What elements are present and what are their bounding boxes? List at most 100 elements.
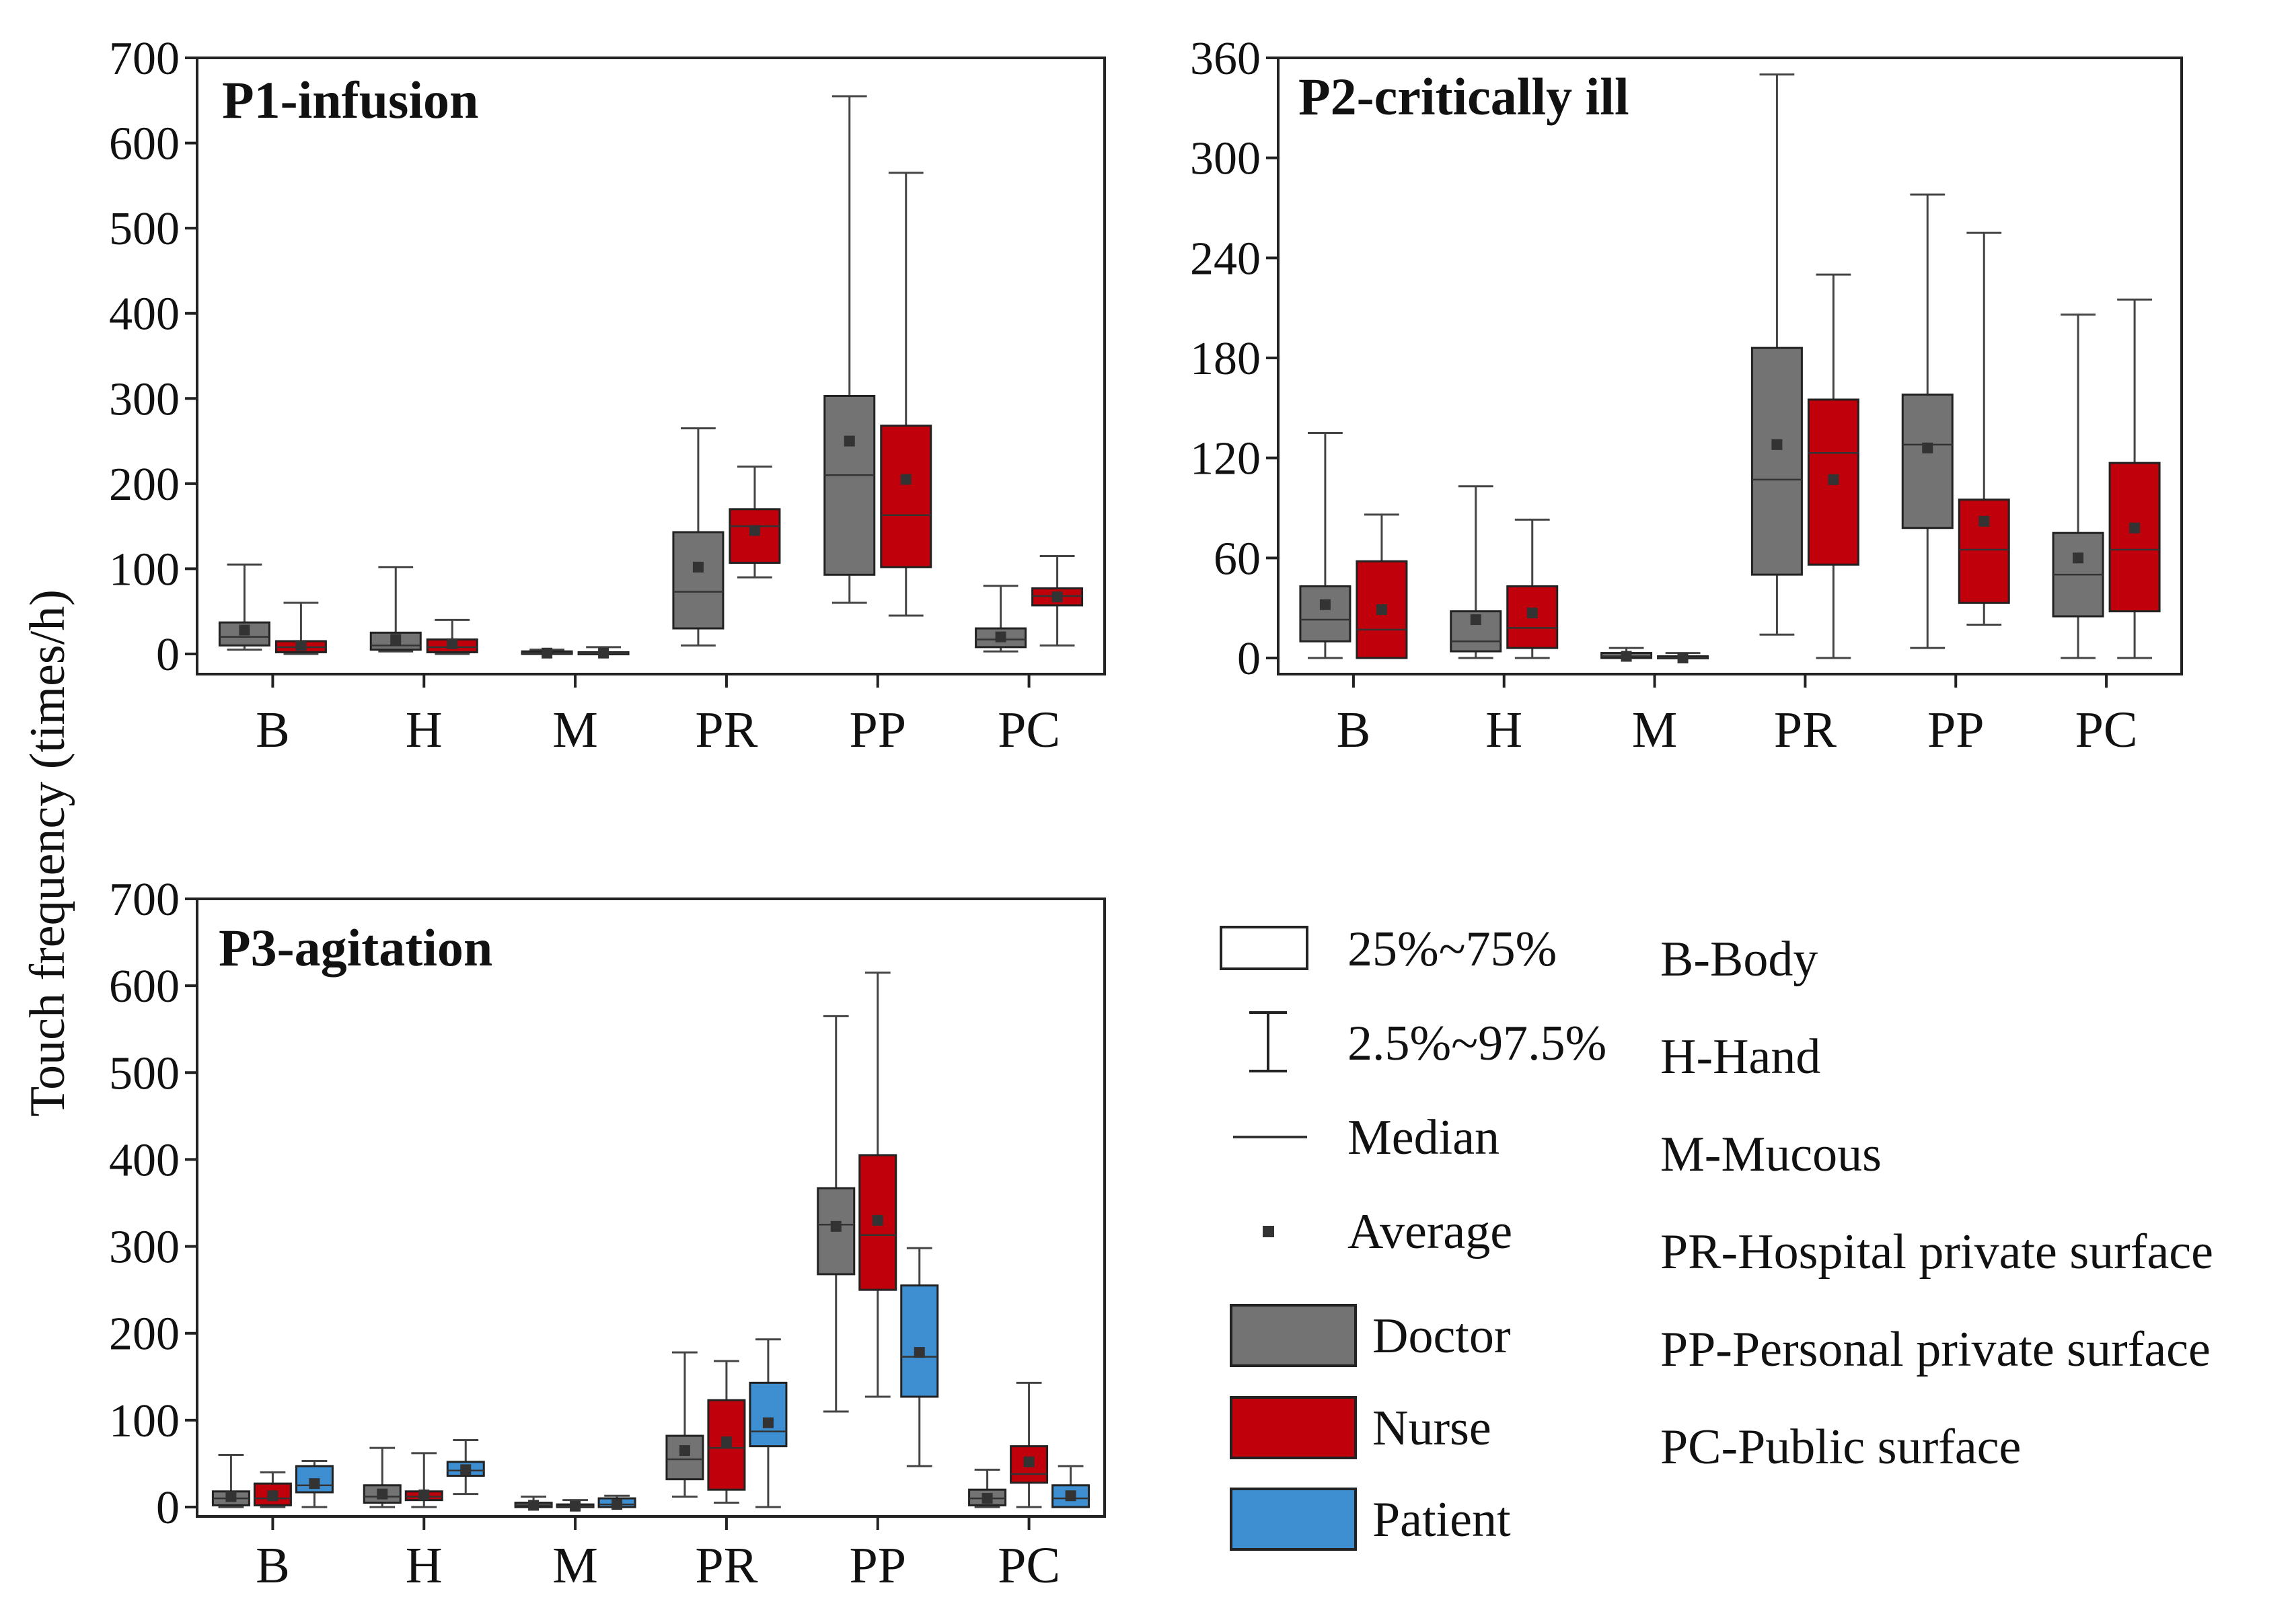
panel-title: P3-agitation — [219, 918, 492, 977]
y-tick-label: 0 — [1237, 633, 1261, 685]
mean-marker — [418, 1489, 430, 1500]
box-nurse-h — [426, 618, 478, 655]
legend: 25%~75% 2.5%~97.5% Median Average Doctor Nurs… — [1220, 922, 2213, 1551]
mean-marker — [447, 638, 458, 649]
y-tick-label: 200 — [109, 1309, 180, 1360]
plot-frame — [196, 897, 1106, 1518]
mean-marker — [1526, 608, 1538, 619]
x-tick-label: H — [1485, 702, 1522, 758]
series-doctor — [218, 95, 1027, 659]
box-doctor-pc — [968, 1468, 1007, 1508]
iqr-box — [253, 1482, 292, 1506]
mean-marker — [1065, 1490, 1076, 1502]
box-doctor-pr — [665, 1351, 704, 1498]
x-tick-label: PR — [695, 702, 757, 758]
mean-marker — [830, 1220, 842, 1232]
legend-label: Patient — [1372, 1492, 1511, 1547]
legend-item-box: 25%~75% — [1220, 922, 1557, 977]
mean-marker — [1470, 614, 1481, 626]
box-doctor-pp — [817, 1015, 856, 1413]
box-nurse-b — [1356, 513, 1408, 659]
iqr-box — [880, 425, 932, 569]
y-axis-label: Touch frequency (times/h) — [20, 589, 75, 1117]
x-tick-label: PR — [695, 1537, 757, 1594]
iqr-box — [749, 1381, 788, 1448]
y-tick-label: 360 — [1190, 33, 1261, 85]
mean-marker — [528, 1500, 540, 1511]
plot-frame — [196, 57, 1106, 675]
legend-abbreviation: PP-Personal private surface — [1660, 1322, 2211, 1377]
panel-3: 0 100 200 300 400 500 600 700 B H M PR PP PC P3-agitat… — [109, 874, 1106, 1594]
legend-label: Average — [1347, 1204, 1512, 1259]
legend-item-mean: Average — [1263, 1204, 1512, 1259]
legend-abbreviation: H-Hand — [1660, 1029, 1820, 1085]
box-nurse-b — [274, 601, 327, 655]
y-tick-label: 0 — [156, 1482, 180, 1534]
box-doctor-h — [363, 1446, 402, 1508]
box-doctor-pc — [2052, 314, 2104, 659]
box-doctor-b — [218, 563, 270, 651]
mean-marker — [679, 1445, 690, 1457]
y-tick-label: 100 — [109, 1395, 180, 1447]
box-patient-pc — [1051, 1465, 1090, 1508]
box-doctor-h — [1450, 485, 1502, 659]
legend-swatch — [1230, 1488, 1357, 1551]
x-tick-label: H — [406, 1537, 443, 1594]
box-patient-b — [295, 1460, 334, 1508]
y-tick-label: 240 — [1190, 233, 1261, 285]
box-patient-pp — [900, 1247, 939, 1467]
y-tick-label: 300 — [109, 373, 180, 425]
mean-marker — [692, 561, 704, 573]
mean-marker — [1376, 604, 1387, 616]
mean-marker — [377, 1488, 388, 1500]
box-nurse-pr — [1807, 273, 1859, 659]
x-tick-label: PC — [998, 1537, 1060, 1594]
box-doctor-b — [1299, 432, 1351, 659]
legend-item-patient: Patient — [1230, 1488, 1511, 1551]
mean-marker — [598, 647, 609, 659]
y-tick-label: 200 — [109, 459, 180, 511]
mean-marker — [295, 640, 307, 651]
box-nurse-b — [253, 1471, 292, 1508]
y-tick-label: 300 — [1190, 133, 1261, 185]
mean-marker — [267, 1490, 279, 1502]
mean-marker — [225, 1491, 237, 1502]
box-nurse-h — [1506, 518, 1559, 659]
box-doctor-m — [514, 1496, 553, 1511]
mean-marker — [995, 631, 1006, 643]
x-tick-label: PP — [849, 702, 906, 758]
y-tick-label: 500 — [109, 1048, 180, 1099]
iqr-box — [729, 508, 781, 564]
legend-item-whisker: 2.5%~97.5% — [1249, 1011, 1606, 1072]
iqr-box — [1750, 346, 1803, 576]
panel-title: P1-infusion — [222, 71, 478, 129]
y-tick-label: 400 — [109, 1134, 180, 1186]
legend-abbreviation: M-Mucous — [1660, 1127, 1882, 1182]
x-tick-label: PR — [1774, 702, 1837, 758]
legend-label: 2.5%~97.5% — [1347, 1016, 1606, 1071]
iqr-box — [900, 1284, 939, 1398]
mean-marker — [309, 1478, 320, 1490]
x-tick-label: M — [552, 1537, 598, 1594]
mean-marker — [460, 1464, 472, 1475]
mean-marker — [900, 474, 912, 485]
mean-marker — [1023, 1456, 1035, 1467]
legend-abbreviation: PR-Hospital private surface — [1660, 1224, 2213, 1280]
mean-marker — [749, 525, 760, 536]
y-tick-label: 700 — [109, 33, 180, 85]
series-nurse — [274, 172, 1084, 659]
legend-item-doctor: Doctor — [1230, 1304, 1511, 1367]
mean-marker — [1922, 442, 1933, 453]
legend-box-symbol — [1220, 926, 1308, 970]
panel-2: 0 60 120 180 240 300 360 B H M PR PP PC P2-critically… — [1190, 33, 2183, 758]
mean-marker — [762, 1417, 774, 1428]
series-nurse — [1356, 231, 2161, 663]
mean-marker — [239, 624, 250, 636]
box-nurse-pc — [1010, 1381, 1049, 1508]
legend-swatch — [1230, 1304, 1357, 1367]
mean-marker — [844, 435, 855, 447]
mean-marker — [1978, 515, 1990, 527]
mean-marker — [720, 1436, 732, 1448]
box-nurse-pp — [1958, 231, 2010, 626]
y-tick-label: 400 — [109, 289, 180, 340]
